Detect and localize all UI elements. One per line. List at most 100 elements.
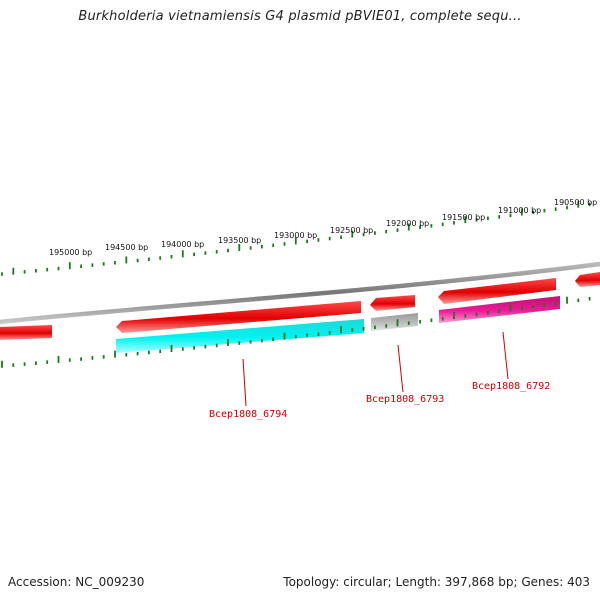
inner-ring-minor-tick [532,305,534,309]
gene-label-6793[interactable]: Bcep1808_6793 [366,394,444,405]
scale-label-195000: 195000 bp [49,248,92,257]
outer-ring-major-tick [520,208,523,216]
outer-ring-major-tick [294,237,297,245]
topology-summary: Topology: circular; Length: 397,868 bp; … [283,575,590,589]
inner-ring-minor-tick [441,317,444,321]
outer-ring-minor-tick [80,264,82,268]
outer-ring-major-tick [68,262,71,270]
inner-ring-major-tick [283,332,286,340]
scale-label-191500: 191500 bp [442,213,485,222]
plasmid-backbone [0,261,600,325]
inner-ring-minor-tick [148,350,150,355]
inner-ring-major-tick [227,339,229,346]
outer-ring-minor-tick [23,270,26,274]
outer-ring-major-tick [181,250,184,258]
scale-label-193000: 193000 bp [274,231,317,240]
outer-ring-minor-tick [453,221,455,225]
outer-ring-minor-tick [543,208,546,213]
inner-ring-minor-tick [181,347,184,351]
outer-tick-ring [1,200,591,276]
outer-ring-minor-tick [227,248,229,253]
inner-ring-minor-tick [306,333,308,338]
scale-labels: 195000 bp 194500 bp 194000 bp 193500 bp … [49,198,597,257]
inner-ring-minor-tick [464,314,467,318]
gene-label-6792[interactable]: Bcep1808_6792 [472,381,550,392]
outer-ring-minor-tick [114,261,116,265]
inner-ring-major-tick [566,296,568,304]
leader-6792 [502,331,509,380]
inner-ring-minor-tick [475,312,478,317]
outer-ring-minor-tick [283,242,286,246]
outer-ring-minor-tick [498,215,501,219]
inner-ring-minor-tick [351,328,354,332]
outer-ring-major-tick [351,230,354,238]
outer-ring-major-tick [12,267,15,275]
outer-ring-minor-tick [396,228,399,232]
forward-feature-6793[interactable] [370,295,415,311]
inner-ring-minor-tick [204,344,207,349]
inner-ring-minor-tick [272,337,275,341]
outer-ring-minor-tick [35,269,37,273]
cds-bcep1808-6793[interactable] [371,313,418,331]
outer-ring-minor-tick [102,262,105,266]
outer-ring-minor-tick [306,239,308,244]
inner-ring-minor-tick [102,355,105,359]
inner-ring-major-tick [509,304,512,312]
inner-ring-minor-tick [238,341,241,345]
inner-tick-ring [1,296,591,368]
outer-ring-minor-tick [419,225,421,229]
scale-label-194000: 194000 bp [161,240,204,249]
cds-features [116,296,560,353]
outer-ring-minor-tick [362,232,365,237]
inner-ring-minor-tick [328,331,331,335]
gene-label-leaders [242,331,509,407]
outer-ring-minor-tick [215,250,218,254]
leader-6794 [242,358,247,407]
forward-strand-features [0,272,600,340]
inner-ring-minor-tick [91,356,94,360]
outer-ring-minor-tick [1,272,3,276]
inner-ring-minor-tick [407,321,410,325]
outer-ring-major-tick [125,256,128,264]
inner-ring-minor-tick [430,318,433,322]
gene-label-6794[interactable]: Bcep1808_6794 [209,409,287,420]
map-title: Burkholderia vietnamiensis G4 plasmid pB… [78,9,522,24]
cds-bcep1808-6792[interactable] [439,296,560,323]
inner-ring-minor-tick [249,340,252,344]
outer-ring-minor-tick [340,235,342,239]
inner-ring-minor-tick [317,332,320,336]
inner-ring-minor-tick [215,343,218,348]
inner-ring-minor-tick [419,320,421,324]
outer-ring-minor-tick [204,251,207,255]
outer-ring-minor-tick [430,224,433,228]
inner-ring-minor-tick [261,338,263,343]
outer-ring-minor-tick [193,252,195,257]
scale-label-192000: 192000 bp [386,219,429,228]
inner-ring-major-tick [396,319,399,327]
forward-feature-6792[interactable] [438,278,556,304]
outer-ring-minor-tick [317,238,320,242]
forward-feature-left[interactable] [0,325,52,340]
outer-ring-major-tick [464,216,467,224]
inner-ring-minor-tick [362,327,365,331]
inner-ring-minor-tick [159,349,162,354]
forward-feature-6794[interactable] [116,301,361,333]
inner-ring-minor-tick [520,306,523,310]
inner-ring-major-tick [57,355,60,363]
outer-ring-major-tick [577,200,580,208]
outer-ring-minor-tick [261,244,263,249]
inner-ring-major-tick [1,360,3,368]
outer-ring-minor-tick [385,229,388,234]
cds-bcep1808-6794[interactable] [116,319,364,353]
outer-ring-minor-tick [475,218,478,222]
outer-ring-minor-tick [148,257,150,261]
inner-ring-minor-tick [577,298,580,303]
inner-ring-minor-tick [385,324,388,328]
inner-ring-minor-tick [12,363,15,367]
leader-6793 [397,344,404,393]
outer-ring-minor-tick [159,256,162,260]
inner-ring-minor-tick [125,353,128,357]
forward-feature-right[interactable] [575,272,600,287]
inner-ring-minor-tick [487,311,489,315]
